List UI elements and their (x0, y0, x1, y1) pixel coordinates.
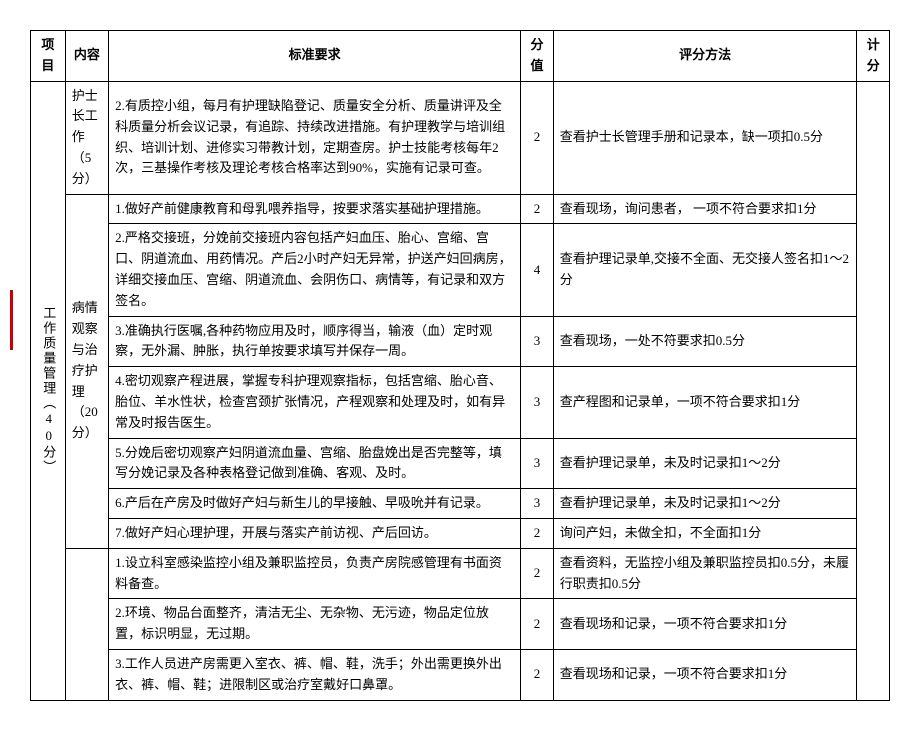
score-cell: 3 (521, 367, 554, 438)
table-row: 病情观察与治疗护理（20分） 1.做好产前健康教育和母乳喂养指导，按要求落实基础… (31, 194, 890, 224)
table-row: 4.密切观察产程进展，掌握专科护理观察指标，包括宫缩、胎心音、胎位、羊水性状，检… (31, 367, 890, 438)
header-score: 分值 (521, 31, 554, 82)
table-row: 5.分娩后密切观察产妇阴道流血量、宫缩、胎盘娩出是否完整等，填写分娩记录及各种表… (31, 438, 890, 489)
score-cell: 3 (521, 316, 554, 367)
red-annotation-mark (10, 290, 13, 350)
table-row: 3.准确执行医嘱,各种药物应用及时，顺序得当，输液（血）定时观察，无外漏、肿胀，… (31, 316, 890, 367)
requirement-cell: 6.产后在产房及时做好产妇与新生儿的早接触、早吸吮并有记录。 (109, 489, 521, 519)
method-cell: 查看护理记录单，未及时记录扣1～2分 (553, 489, 857, 519)
content-cell-group2: 病情观察与治疗护理（20分） (65, 194, 108, 548)
method-cell: 询问产妇，未做全扣，不全面扣1分 (553, 518, 857, 548)
score-cell: 2 (521, 599, 554, 650)
project-cell: 工作质量管理（40分） (31, 81, 66, 700)
header-project: 项目 (31, 31, 66, 82)
header-content: 内容 (65, 31, 108, 82)
method-cell: 查看现场和记录，一项不符合要求扣1分 (553, 649, 857, 700)
method-cell: 查看现场和记录，一项不符合要求扣1分 (553, 599, 857, 650)
table-header-row: 项目 内容 标准要求 分值 评分方法 计分 (31, 31, 890, 82)
method-cell: 查看现场，一处不符要求扣0.5分 (553, 316, 857, 367)
method-cell: 查产程图和记录单，一项不符合要求扣1分 (553, 367, 857, 438)
table-row: 7.做好产妇心理护理，开展与落实产前访视、产后回访。 2 询问产妇，未做全扣，不… (31, 518, 890, 548)
requirement-cell: 5.分娩后密切观察产妇阴道流血量、宫缩、胎盘娩出是否完整等，填写分娩记录及各种表… (109, 438, 521, 489)
score-cell: 2 (521, 649, 554, 700)
table-row: 2.严格交接班，分娩前交接班内容包括产妇血压、胎心、宫缩、宫口、阴道流血、用药情… (31, 224, 890, 316)
score-cell: 2 (521, 194, 554, 224)
score-cell: 2 (521, 548, 554, 599)
requirement-cell: 2.严格交接班，分娩前交接班内容包括产妇血压、胎心、宫缩、宫口、阴道流血、用药情… (109, 224, 521, 316)
method-cell: 查看现场，询问患者， 一项不符合要求扣1分 (553, 194, 857, 224)
requirement-cell: 1.做好产前健康教育和母乳喂养指导，按要求落实基础护理措施。 (109, 194, 521, 224)
score-cell: 3 (521, 489, 554, 519)
method-cell: 查看护士长管理手册和记录本，缺一项扣0.5分 (553, 81, 857, 194)
evaluation-table: 项目 内容 标准要求 分值 评分方法 计分 工作质量管理（40分） 护士长工作（… (30, 30, 890, 701)
method-cell: 查看护理记录单,交接不全面、无交接人签名扣1～2分 (553, 224, 857, 316)
requirement-cell: 7.做好产妇心理护理，开展与落实产前访视、产后回访。 (109, 518, 521, 548)
header-method: 评分方法 (553, 31, 857, 82)
score-cell: 3 (521, 438, 554, 489)
requirement-cell: 1.设立科室感染监控小组及兼职监控员，负责产房院感管理有书面资料备查。 (109, 548, 521, 599)
score-cell: 4 (521, 224, 554, 316)
header-total: 计分 (857, 31, 890, 82)
table-row: 1.设立科室感染监控小组及兼职监控员，负责产房院感管理有书面资料备查。 2 查看… (31, 548, 890, 599)
requirement-cell: 2.环境、物品台面整齐，清洁无尘、无杂物、无污迹，物品定位放置，标识明显，无过期… (109, 599, 521, 650)
requirement-cell: 4.密切观察产程进展，掌握专科护理观察指标，包括宫缩、胎心音、胎位、羊水性状，检… (109, 367, 521, 438)
requirement-cell: 3.工作人员进产房需更入室衣、裤、帽、鞋，洗手；外出需更换外出衣、裤、帽、鞋；进… (109, 649, 521, 700)
header-requirement: 标准要求 (109, 31, 521, 82)
method-cell: 查看资料，无监控小组及兼职监控员扣0.5分，未履行职责扣0.5分 (553, 548, 857, 599)
content-cell-group3 (65, 548, 108, 700)
table-row: 2.环境、物品台面整齐，清洁无尘、无杂物、无污迹，物品定位放置，标识明显，无过期… (31, 599, 890, 650)
table-row: 工作质量管理（40分） 护士长工作（5分） 2.有质控小组，每月有护理缺陷登记、… (31, 81, 890, 194)
requirement-cell: 3.准确执行医嘱,各种药物应用及时，顺序得当，输液（血）定时观察，无外漏、肿胀，… (109, 316, 521, 367)
score-cell: 2 (521, 518, 554, 548)
requirement-cell: 2.有质控小组，每月有护理缺陷登记、质量安全分析、质量讲评及全科质量分析会议记录… (109, 81, 521, 194)
table-row: 3.工作人员进产房需更入室衣、裤、帽、鞋，洗手；外出需更换外出衣、裤、帽、鞋；进… (31, 649, 890, 700)
score-cell: 2 (521, 81, 554, 194)
total-cell (857, 81, 890, 700)
content-cell-group1: 护士长工作（5分） (65, 81, 108, 194)
method-cell: 查看护理记录单，未及时记录扣1～2分 (553, 438, 857, 489)
table-row: 6.产后在产房及时做好产妇与新生儿的早接触、早吸吮并有记录。 3 查看护理记录单… (31, 489, 890, 519)
